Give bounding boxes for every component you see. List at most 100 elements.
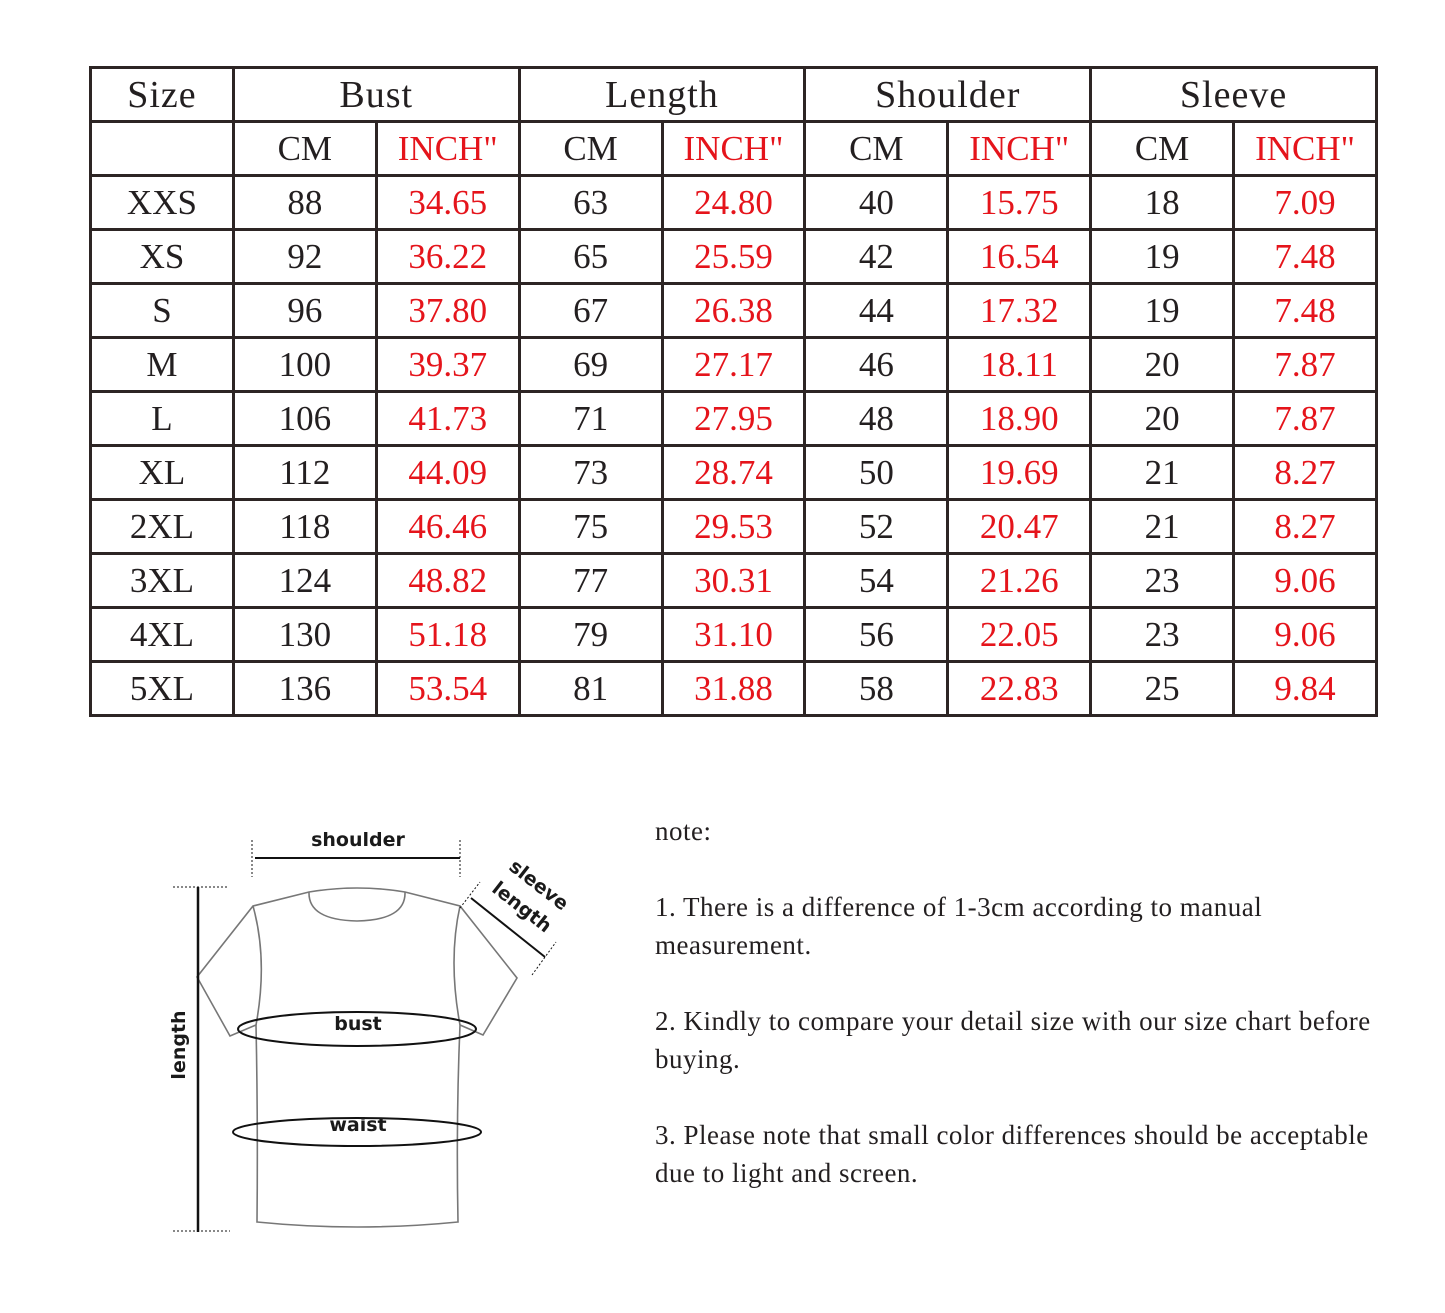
cm-cell: 69 (517, 336, 664, 393)
header-row-units: CM INCH" CM INCH" CM INCH" CM INCH" (89, 120, 1378, 177)
tshirt-measurement-diagram: shoulder bust waist length sleeve length (168, 829, 573, 1232)
table-row: 4XL 130 51.18 79 31.10 56 22.05 23 9.06 (89, 606, 1378, 663)
size-cell: M (89, 336, 235, 393)
cm-cell: 46 (803, 336, 950, 393)
inch-cell: 20.47 (946, 498, 1093, 555)
cm-cell: 25 (1089, 660, 1235, 717)
note-item-1: 1. There is a difference of 1-3cm accord… (655, 892, 1263, 960)
cm-cell: 77 (517, 552, 664, 609)
inch-cell: 24.80 (660, 174, 807, 231)
inch-cell: 25.59 (660, 228, 807, 285)
inch-cell: 7.87 (1232, 390, 1378, 447)
inch-cell: 41.73 (374, 390, 521, 447)
inch-cell: 21.26 (946, 552, 1093, 609)
cm-cell: 136 (231, 660, 378, 717)
unit-cm: CM (803, 120, 950, 177)
inch-cell: 34.65 (374, 174, 521, 231)
inch-cell: 29.53 (660, 498, 807, 555)
unit-inch: INCH" (1232, 120, 1378, 177)
inch-cell: 31.88 (660, 660, 807, 717)
inch-cell: 53.54 (374, 660, 521, 717)
size-cell: S (89, 282, 235, 339)
cm-cell: 20 (1089, 336, 1235, 393)
shoulder-label: shoulder (311, 829, 405, 851)
inch-cell: 7.48 (1232, 282, 1378, 339)
inch-cell: 27.95 (660, 390, 807, 447)
cm-cell: 56 (803, 606, 950, 663)
inch-cell: 37.80 (374, 282, 521, 339)
unit-inch: INCH" (374, 120, 521, 177)
inch-cell: 8.27 (1232, 444, 1378, 501)
inch-cell: 26.38 (660, 282, 807, 339)
cm-cell: 21 (1089, 444, 1235, 501)
note-item-3: 3. Please note that small color differen… (655, 1120, 1369, 1188)
group-header-shoulder: Shoulder (803, 66, 1093, 123)
inch-cell: 19.69 (946, 444, 1093, 501)
cm-cell: 21 (1089, 498, 1235, 555)
cm-cell: 19 (1089, 228, 1235, 285)
inch-cell: 7.48 (1232, 228, 1378, 285)
size-cell: L (89, 390, 235, 447)
table-row: XL 112 44.09 73 28.74 50 19.69 21 8.27 (89, 444, 1378, 501)
table-row: 3XL 124 48.82 77 30.31 54 21.26 23 9.06 (89, 552, 1378, 609)
table-row: 2XL 118 46.46 75 29.53 52 20.47 21 8.27 (89, 498, 1378, 555)
cm-cell: 124 (231, 552, 378, 609)
inch-cell: 51.18 (374, 606, 521, 663)
size-cell: 5XL (89, 660, 235, 717)
size-cell: 4XL (89, 606, 235, 663)
inch-cell: 27.17 (660, 336, 807, 393)
size-cell: XL (89, 444, 235, 501)
cm-cell: 96 (231, 282, 378, 339)
table-row: S 96 37.80 67 26.38 44 17.32 19 7.48 (89, 282, 1378, 339)
unit-cm: CM (517, 120, 664, 177)
unit-cm: CM (1089, 120, 1235, 177)
inch-cell: 16.54 (946, 228, 1093, 285)
unit-cm: CM (231, 120, 378, 177)
cm-cell: 118 (231, 498, 378, 555)
inch-cell: 15.75 (946, 174, 1093, 231)
group-header-length: Length (517, 66, 807, 123)
inch-cell: 17.32 (946, 282, 1093, 339)
inch-cell: 9.06 (1232, 552, 1378, 609)
cm-cell: 88 (231, 174, 378, 231)
cm-cell: 65 (517, 228, 664, 285)
cm-cell: 130 (231, 606, 378, 663)
inch-cell: 31.10 (660, 606, 807, 663)
length-label: length (168, 1010, 190, 1079)
inch-cell: 7.87 (1232, 336, 1378, 393)
cm-cell: 100 (231, 336, 378, 393)
cm-cell: 18 (1089, 174, 1235, 231)
cm-cell: 52 (803, 498, 950, 555)
cm-cell: 71 (517, 390, 664, 447)
inch-cell: 7.09 (1232, 174, 1378, 231)
inch-cell: 22.05 (946, 606, 1093, 663)
inch-cell: 8.27 (1232, 498, 1378, 555)
cm-cell: 112 (231, 444, 378, 501)
group-header-sleeve: Sleeve (1089, 66, 1378, 123)
cm-cell: 48 (803, 390, 950, 447)
cm-cell: 106 (231, 390, 378, 447)
cm-cell: 63 (517, 174, 664, 231)
header-row-groups: Size Bust Length Shoulder Sleeve (89, 66, 1378, 123)
size-cell: XXS (89, 174, 235, 231)
size-cell: XS (89, 228, 235, 285)
inch-cell: 44.09 (374, 444, 521, 501)
size-cell: 3XL (89, 552, 235, 609)
table-row: XXS 88 34.65 63 24.80 40 15.75 18 7.09 (89, 174, 1378, 231)
size-chart-table: Size Bust Length Shoulder Sleeve CM INCH" CM INC… (89, 66, 1378, 717)
inch-cell: 46.46 (374, 498, 521, 555)
cm-cell: 67 (517, 282, 664, 339)
cm-cell: 23 (1089, 606, 1235, 663)
inch-cell: 28.74 (660, 444, 807, 501)
cm-cell: 75 (517, 498, 664, 555)
cm-cell: 58 (803, 660, 950, 717)
cm-cell: 23 (1089, 552, 1235, 609)
notes-title: note: (655, 816, 712, 846)
cm-cell: 20 (1089, 390, 1235, 447)
table-row: L 106 41.73 71 27.95 48 18.90 20 7.87 (89, 390, 1378, 447)
group-header-bust: Bust (231, 66, 521, 123)
size-header: Size (89, 66, 235, 123)
inch-cell: 18.90 (946, 390, 1093, 447)
note-item-2: 2. Kindly to compare your detail size wi… (655, 1006, 1371, 1074)
waist-label: waist (329, 1114, 386, 1136)
